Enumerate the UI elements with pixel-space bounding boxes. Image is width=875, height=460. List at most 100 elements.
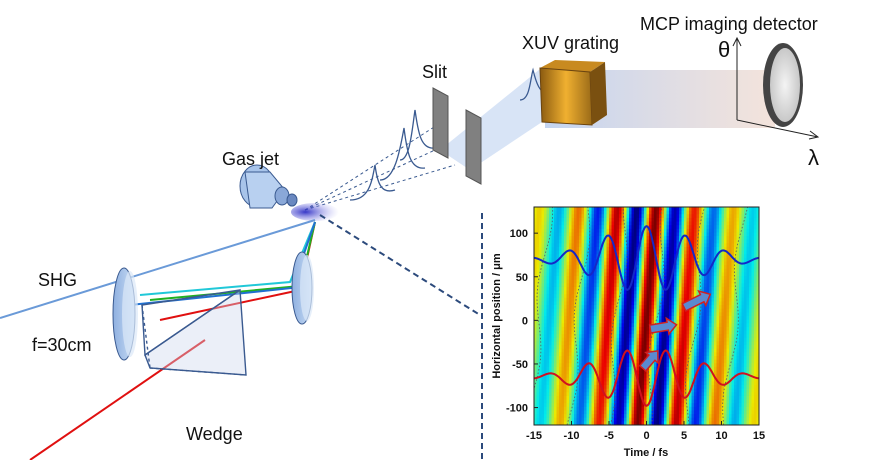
- heatmap-cell: [576, 305, 580, 310]
- heatmap-cell: [709, 214, 713, 219]
- heatmap-cell: [644, 246, 648, 252]
- heatmap-cell: [694, 392, 698, 397]
- heatmap-cell: [614, 290, 618, 295]
- heatmap-cell: [716, 330, 720, 335]
- heatmap-cell: [654, 406, 658, 412]
- heatmap-cell: [689, 250, 693, 255]
- wedge: [141, 288, 247, 376]
- heatmap-cell: [584, 276, 588, 281]
- heatmap-cell: [551, 217, 555, 223]
- heatmap-cell: [639, 326, 643, 332]
- heatmap-cell: [579, 272, 583, 277]
- heatmap-cell: [731, 370, 735, 375]
- heatmap-cell: [641, 250, 645, 255]
- heatmap-cell: [649, 207, 653, 212]
- heatmap-cell: [681, 370, 685, 375]
- heatmap-cell: [554, 214, 558, 219]
- heatmap-cell: [541, 337, 545, 343]
- heatmap-cell: [666, 406, 670, 412]
- heatmap-cell: [706, 210, 710, 215]
- heatmap-cell: [609, 374, 613, 379]
- heatmap-cell: [734, 385, 738, 390]
- heatmap-cell: [581, 221, 585, 226]
- heatmap-cell: [636, 279, 640, 284]
- heatmap-cell: [674, 207, 678, 212]
- heatmap-cell: [614, 410, 618, 415]
- heatmap-cell: [564, 341, 568, 346]
- heatmap-cell: [686, 276, 690, 281]
- heatmap-cell: [581, 395, 585, 401]
- heatmap-cell: [621, 246, 625, 252]
- heatmap-cell: [571, 239, 575, 244]
- heatmap-cell: [696, 359, 700, 364]
- heatmap-cell: [616, 399, 620, 404]
- heatmap-cell: [536, 403, 540, 408]
- heatmap-cell: [661, 225, 665, 230]
- heatmap-cell: [711, 399, 715, 404]
- heatmap-cell: [624, 337, 628, 343]
- heatmap-cell: [669, 272, 673, 277]
- heatmap-cell: [666, 370, 670, 375]
- heatmap-cell: [606, 337, 610, 343]
- heatmap-cell: [724, 337, 728, 343]
- heatmap-cell: [636, 355, 640, 361]
- heatmap-cell: [734, 221, 738, 226]
- heatmap-cell: [729, 305, 733, 310]
- heatmap-cell: [641, 254, 645, 259]
- heatmap-cell: [576, 228, 580, 234]
- heatmap-cell: [611, 246, 615, 252]
- heatmap-cell: [539, 210, 543, 215]
- heatmap-cell: [644, 414, 648, 419]
- heatmap-cell: [679, 345, 683, 350]
- heatmap-cell: [594, 207, 598, 212]
- heatmap-cell: [726, 279, 730, 284]
- heatmap-cell: [689, 207, 693, 212]
- heatmap-cell: [571, 319, 575, 324]
- heatmap-cell: [544, 366, 548, 372]
- heatmap-cell: [611, 221, 615, 226]
- heatmap-cell: [646, 290, 650, 295]
- heatmap-cell: [584, 210, 588, 215]
- heatmap-cell: [689, 225, 693, 230]
- heatmap-cell: [561, 355, 565, 361]
- heatmap-cell: [709, 374, 713, 379]
- heatmap-cell: [701, 359, 705, 364]
- heatmap-cell: [606, 316, 610, 321]
- heatmap-cell: [714, 225, 718, 230]
- heatmap-cell: [604, 421, 608, 425]
- heatmap-cell: [739, 272, 743, 277]
- heatmap-cell: [586, 308, 590, 313]
- heatmap-cell: [696, 363, 700, 368]
- heatmap-cell: [631, 261, 635, 266]
- heatmap-cell: [686, 221, 690, 226]
- heatmap-cell: [614, 395, 618, 401]
- heatmap-cell: [676, 363, 680, 368]
- heatmap-cell: [731, 316, 735, 321]
- heatmap-cell: [621, 410, 625, 415]
- heatmap-cell: [671, 414, 675, 419]
- heatmap-cell: [699, 395, 703, 401]
- heatmap-cell: [621, 254, 625, 259]
- heatmap-cell: [591, 395, 595, 401]
- heatmap-cell: [719, 276, 723, 281]
- heatmap-cell: [559, 210, 563, 215]
- heatmap-cell: [644, 207, 648, 212]
- heatmap-cell: [674, 232, 678, 237]
- heatmap-cell: [564, 323, 568, 328]
- heatmap-cell: [594, 363, 598, 368]
- heatmap-cell: [644, 348, 648, 353]
- heatmap-cell: [579, 395, 583, 401]
- heatmap-cell: [536, 385, 540, 390]
- heatmap-cell: [681, 246, 685, 252]
- heatmap-cell: [714, 239, 718, 244]
- heatmap-cell: [551, 316, 555, 321]
- heatmap-cell: [644, 421, 648, 425]
- heatmap-cell: [551, 417, 555, 422]
- heatmap-cell: [739, 286, 743, 292]
- heatmap-cell: [721, 232, 725, 237]
- heatmap-cell: [594, 257, 598, 263]
- heatmap-cell: [546, 406, 550, 412]
- heatmap-cell: [689, 279, 693, 284]
- heatmap-cell: [591, 214, 595, 219]
- heatmap-cell: [561, 330, 565, 335]
